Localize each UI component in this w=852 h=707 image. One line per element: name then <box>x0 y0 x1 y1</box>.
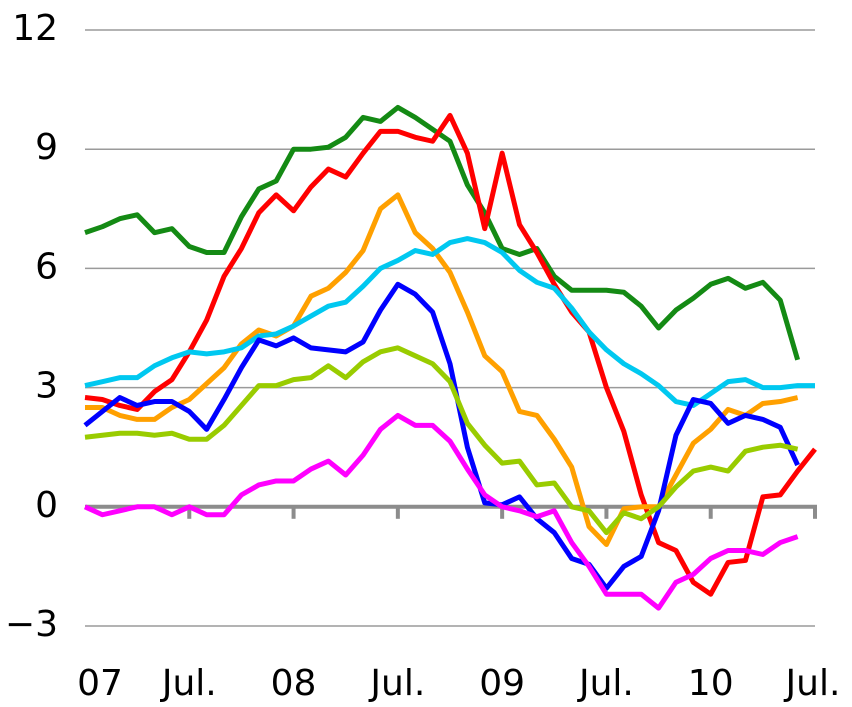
x-tick-label: Jul. <box>784 663 841 704</box>
y-tick-label: 3 <box>35 366 58 407</box>
x-tick-label: 07 <box>77 663 123 704</box>
x-tick-label: 10 <box>688 663 734 704</box>
y-tick-label: −3 <box>5 604 58 645</box>
x-tick-label: 08 <box>271 663 317 704</box>
series-line <box>84 236 815 408</box>
x-tick-label: 09 <box>479 663 525 704</box>
y-tick-label: 12 <box>12 8 58 49</box>
y-tick-label: 6 <box>35 246 58 287</box>
series-line <box>83 412 799 611</box>
series-line <box>84 345 799 536</box>
x-tick-label: Jul. <box>160 663 217 704</box>
y-tick-label: 0 <box>35 485 58 526</box>
series-line <box>84 104 801 361</box>
series-line <box>83 281 800 591</box>
series-line <box>85 192 799 548</box>
x-tick-label: Jul. <box>577 663 634 704</box>
y-tick-label: 9 <box>35 127 58 168</box>
x-tick-label: Jul. <box>368 663 425 704</box>
series-line <box>84 112 817 597</box>
